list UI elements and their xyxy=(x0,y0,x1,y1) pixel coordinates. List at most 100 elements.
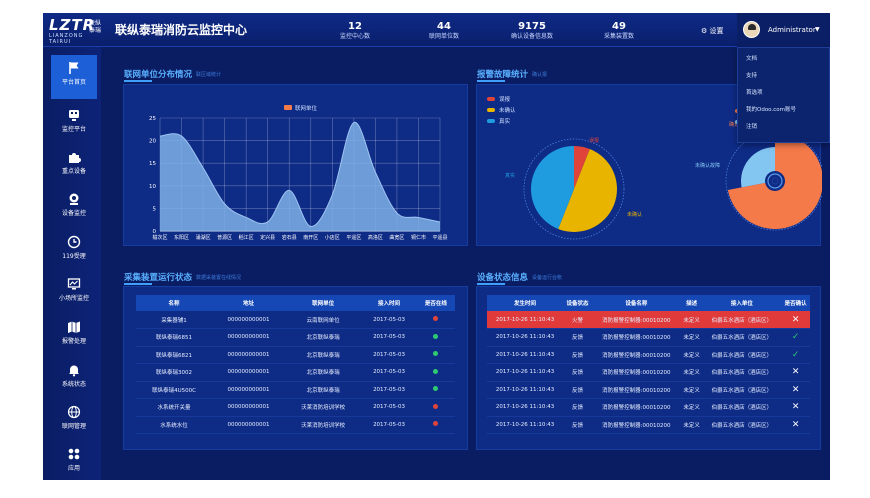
table-cell: 水系统水位 xyxy=(136,416,213,434)
user-menu-toggle[interactable]: Administrator ▼ xyxy=(737,13,830,47)
table-cell: 2017-10-26 11:10:43 xyxy=(487,398,564,417)
table-cell: 000000000001 xyxy=(212,328,285,347)
x-tick-label: 稻江区 xyxy=(239,234,254,241)
table-cell: 沃莱消防培训学校 xyxy=(284,398,362,417)
alert-row[interactable]: 2017-10-26 11:10:43 火警 消防报警控制器:00010200 未定义… xyxy=(487,311,810,329)
table-cell: 火警 xyxy=(563,311,592,329)
menu-item-odoo-account[interactable]: 我的Odoo.com账号 xyxy=(746,107,796,113)
table-row[interactable]: 联纵泰瑞6821 000000000001 北京联纵泰瑞 2017-05-03 xyxy=(136,346,455,364)
pie-slice xyxy=(531,146,574,229)
online-cell xyxy=(416,381,455,399)
menu-item-logout[interactable]: 注销 xyxy=(746,124,758,130)
settings-button[interactable]: ⚙ 设置 xyxy=(701,26,724,36)
online-status-dot xyxy=(433,351,439,357)
table-cell: 2017-05-03 xyxy=(361,363,417,382)
table-cell: 2017-10-26 11:10:43 xyxy=(487,346,564,364)
stat-value: 44 xyxy=(437,21,451,32)
table-cell: 000000000001 xyxy=(212,398,285,417)
sidebar-item-device-monitor[interactable]: 设备监控 xyxy=(51,186,97,226)
confirm-cell[interactable]: ✕ xyxy=(781,398,810,417)
sidebar-item-home[interactable]: 平台首页 xyxy=(51,55,97,99)
confirm-cell[interactable]: ✕ xyxy=(781,311,810,329)
menu-item-docs[interactable]: 文档 xyxy=(746,56,758,62)
table-row[interactable]: 采集器辅1 000000000001 云南联网单位 2017-05-03 xyxy=(136,311,455,329)
legend-swatch xyxy=(487,108,495,112)
device-table: 名称 地址 联网单位 接入时间 是否在线 采集器辅1 000000000001 云南… xyxy=(136,295,455,434)
confirm-cell[interactable]: ✓ xyxy=(781,346,810,364)
offline-status-dot xyxy=(433,421,439,427)
title-underline xyxy=(477,283,505,285)
table-cell: 消防报警控制器:00010200 xyxy=(591,346,681,364)
table-cell: 伯爵五水酒店（酒店区） xyxy=(702,416,782,434)
table-row[interactable]: 2017-10-26 11:10:43 反馈 消防报警控制器:00010200 未定义… xyxy=(487,363,810,382)
table-row[interactable]: 联纵泰瑞3002 000000000001 北京联纵泰瑞 2017-05-03 xyxy=(136,363,455,382)
stat-label: 采集装置数 xyxy=(603,33,634,40)
table-cell: 000000000001 xyxy=(212,381,285,399)
distribution-chart-panel: 联网单位 0 5 10 15 20 25 榆次区 东阳区 涌湖区 普源区 稻江区 定兴县 岩石县 南开区 小店… xyxy=(123,84,468,246)
status-table: 发生时间 设备状态 设备名称 描述 接入单位 是否确认 2017-10-26 1… xyxy=(487,295,810,434)
title-underline xyxy=(124,80,152,82)
online-status-dot xyxy=(433,333,439,339)
table-row[interactable]: 2017-10-26 11:10:43 反馈 消防报警控制器:00010200 未定义… xyxy=(487,416,810,434)
panel-title: 采集装置运行状态 xyxy=(124,273,193,283)
confirm-cell[interactable]: ✕ xyxy=(781,381,810,399)
pie-slice xyxy=(574,146,590,189)
table-row[interactable]: 水系统水位 000000000001 沃莱消防培训学校 2017-05-03 xyxy=(136,416,455,434)
table-cell: 沃莱消防培训学校 xyxy=(284,416,362,434)
sidebar-item-apps[interactable]: 应用 xyxy=(51,441,97,480)
x-tick-label: 小店区 xyxy=(325,234,340,241)
confirm-cell[interactable]: ✕ xyxy=(781,363,810,382)
sidebar-item-small-venue[interactable]: 小场所监控 xyxy=(51,271,97,311)
header-bar: LZTR LIANZONG TAIRUI 联纵泰瑞 联纵泰瑞消防云监控中心 12… xyxy=(43,13,830,47)
table-row[interactable]: 2017-10-26 11:10:43 反馈 消防报警控制器:00010200 未定义… xyxy=(487,398,810,417)
y-tick-label: 10 xyxy=(149,184,156,190)
column-header: 接入单位 xyxy=(702,295,782,311)
sidebar-item-monitor[interactable]: 监控平台 xyxy=(51,102,97,142)
table-cell: 反馈 xyxy=(563,363,592,382)
table-row[interactable]: 联纵泰瑞6851 000000000001 北京联纵泰瑞 2017-05-03 xyxy=(136,328,455,347)
location-icon xyxy=(69,193,79,205)
table-cell: 消防报警控制器:00010200 xyxy=(591,381,681,399)
table-row[interactable]: 水系统开关量 000000000001 沃莱消防培训学校 2017-05-03 xyxy=(136,398,455,417)
table-cell: 2017-10-26 11:10:43 xyxy=(487,311,564,329)
menu-item-preferences[interactable]: 首选项 xyxy=(746,90,763,96)
x-tick-label: 高洛区 xyxy=(368,234,383,241)
x-tick-label: 东阳区 xyxy=(174,234,189,241)
sidebar-item-system-status[interactable]: 系统状态 xyxy=(51,357,97,397)
gear-icon: ⚙ xyxy=(701,27,708,35)
menu-item-support[interactable]: 支持 xyxy=(746,73,758,79)
sidebar-item-network[interactable]: 联网管理 xyxy=(51,399,97,439)
chevron-down-icon: ▼ xyxy=(815,26,820,33)
table-cell: 反馈 xyxy=(563,416,592,434)
stat-monitor-centers: 12 监控中心数 xyxy=(310,21,400,41)
legend-label: 联网单位 xyxy=(295,104,318,112)
sidebar-item-key-devices[interactable]: 重点设备 xyxy=(51,144,97,184)
x-tick-label: 岩石县 xyxy=(282,234,297,241)
sidebar-item-119[interactable]: 119受理 xyxy=(51,229,97,269)
online-cell xyxy=(416,363,455,382)
table-row[interactable]: 2017-10-26 11:10:43 反馈 消防报警控制器:00010200 未定义… xyxy=(487,328,810,347)
legend-swatch xyxy=(284,105,292,110)
panel-subtitle: 联区域统计 xyxy=(196,72,222,78)
table-row[interactable]: 2017-10-26 11:10:43 反馈 消防报警控制器:00010200 未定义… xyxy=(487,346,810,364)
app-title: 联纵泰瑞消防云监控中心 xyxy=(115,23,248,37)
table-row[interactable]: 2017-10-26 11:10:43 反馈 消防报警控制器:00010200 未定义… xyxy=(487,381,810,399)
table-cell: 未定义 xyxy=(680,311,703,329)
table-cell: 北京联纵泰瑞 xyxy=(284,363,362,382)
table-cell: 2017-10-26 11:10:43 xyxy=(487,363,564,382)
table-cell: 伯爵五水酒店（酒店区） xyxy=(702,346,782,364)
sidebar-item-label: 应用 xyxy=(67,465,80,472)
sidebar-item-alarm-handling[interactable]: 报警处理 xyxy=(51,314,97,354)
slice-label: 真实 xyxy=(505,172,515,179)
table-cell: 2017-10-26 11:10:43 xyxy=(487,416,564,434)
sidebar-item-label: 报警处理 xyxy=(61,338,86,345)
table-row[interactable]: 联纵泰瑞4U500C 000000000001 北京联纵泰瑞 2017-05-03 xyxy=(136,381,455,399)
table-cell: 000000000001 xyxy=(212,346,285,364)
logo[interactable]: LZTR LIANZONG TAIRUI 联纵泰瑞 xyxy=(49,18,107,46)
confirm-cell[interactable]: ✕ xyxy=(781,416,810,434)
table-header: 发生时间 设备状态 设备名称 描述 接入单位 是否确认 xyxy=(487,295,810,311)
table-cell: 2017-05-03 xyxy=(361,346,417,364)
close-icon: ✕ xyxy=(791,314,800,325)
table-cell: 未定义 xyxy=(680,381,703,399)
confirm-cell[interactable]: ✓ xyxy=(781,328,810,347)
